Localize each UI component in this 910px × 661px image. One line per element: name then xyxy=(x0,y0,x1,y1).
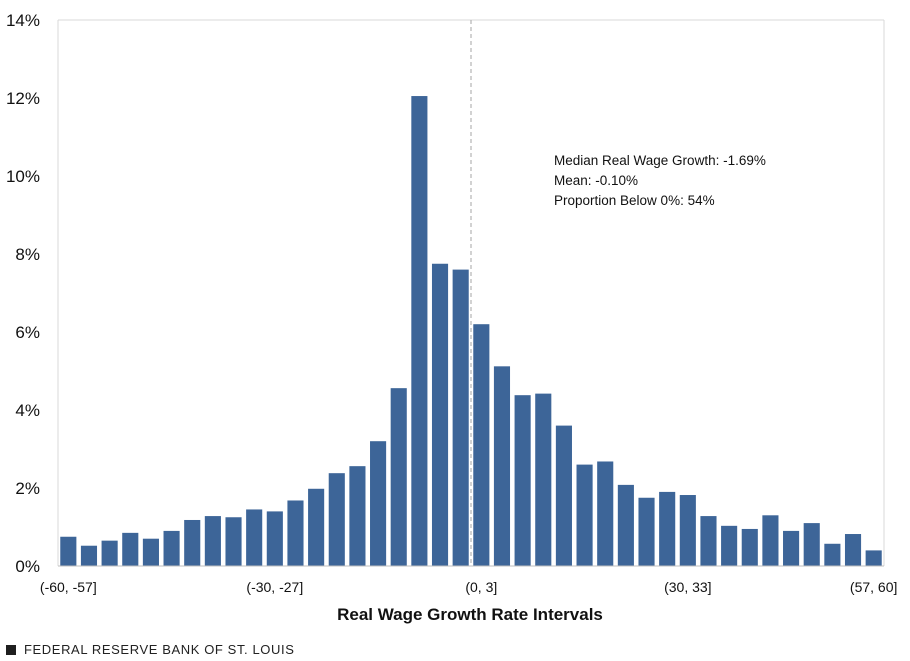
bar xyxy=(741,528,758,566)
bar xyxy=(844,534,862,566)
footer-source: FEDERAL RESERVE BANK OF ST. LOUIS xyxy=(24,642,295,657)
bar xyxy=(473,324,490,566)
bar xyxy=(163,530,180,566)
bar xyxy=(390,388,407,566)
annotation-line: Mean: -0.10% xyxy=(554,173,638,188)
bar xyxy=(762,515,779,566)
bar xyxy=(803,523,820,566)
footer-square-icon xyxy=(6,644,16,655)
bar xyxy=(142,538,159,566)
bar xyxy=(576,464,593,566)
bar xyxy=(308,488,325,566)
bar xyxy=(638,497,655,566)
y-tick-label: 8% xyxy=(15,245,40,264)
bar xyxy=(783,530,800,566)
bar xyxy=(659,491,676,566)
bar xyxy=(700,516,717,566)
y-tick-label: 0% xyxy=(15,557,40,576)
bar xyxy=(328,473,345,566)
bar xyxy=(204,516,221,566)
y-tick-label: 2% xyxy=(15,479,40,498)
x-tick-label: (-30, -27] xyxy=(246,579,303,595)
bar xyxy=(824,543,841,566)
bar xyxy=(80,545,98,566)
x-tick-label: (30, 33] xyxy=(664,579,711,595)
bar xyxy=(679,495,696,566)
stats-annotation: Median Real Wage Growth: -1.69% Mean: -0.… xyxy=(554,153,766,208)
y-tick-label: 10% xyxy=(6,167,40,186)
bar xyxy=(865,550,882,566)
annotation-line: Median Real Wage Growth: -1.69% xyxy=(554,153,766,168)
x-axis-title: Real Wage Growth Rate Intervals xyxy=(337,605,603,624)
bar xyxy=(184,519,201,566)
bar xyxy=(493,366,511,566)
x-axis: (-60, -57] (-30, -27] (0, 3] (30, 33] (57, 6… xyxy=(40,579,897,595)
bar xyxy=(246,509,263,566)
y-tick-label: 4% xyxy=(15,401,40,420)
y-tick-label: 14% xyxy=(6,11,40,30)
y-tick-label: 6% xyxy=(15,323,40,342)
y-axis: 0% 2% 4% 6% 8% 10% 12% 14% xyxy=(6,11,40,576)
bar xyxy=(122,532,139,566)
footer: FEDERAL RESERVE BANK OF ST. LOUIS xyxy=(6,642,294,657)
bar xyxy=(597,461,614,566)
bar xyxy=(617,484,634,566)
bar xyxy=(266,511,283,566)
bar xyxy=(721,525,738,566)
bar xyxy=(555,425,572,566)
bar xyxy=(101,540,118,566)
bar xyxy=(60,536,77,566)
bars xyxy=(60,96,882,567)
bar xyxy=(225,517,242,566)
bar xyxy=(287,500,304,566)
x-tick-label: (0, 3] xyxy=(465,579,497,595)
bar xyxy=(514,395,531,566)
annotation-line: Proportion Below 0%: 54% xyxy=(554,193,715,208)
y-tick-label: 12% xyxy=(6,89,40,108)
bar xyxy=(431,263,449,566)
bar xyxy=(452,269,469,566)
bar xyxy=(411,96,428,567)
x-tick-label: (57, 60] xyxy=(850,579,897,595)
bar xyxy=(535,393,552,566)
bar xyxy=(370,441,387,566)
bar xyxy=(349,466,366,566)
histogram-chart: 0% 2% 4% 6% 8% 10% 12% 14% (-60, -57] (-30, -27]… xyxy=(6,11,897,624)
x-tick-label: (-60, -57] xyxy=(40,579,97,595)
